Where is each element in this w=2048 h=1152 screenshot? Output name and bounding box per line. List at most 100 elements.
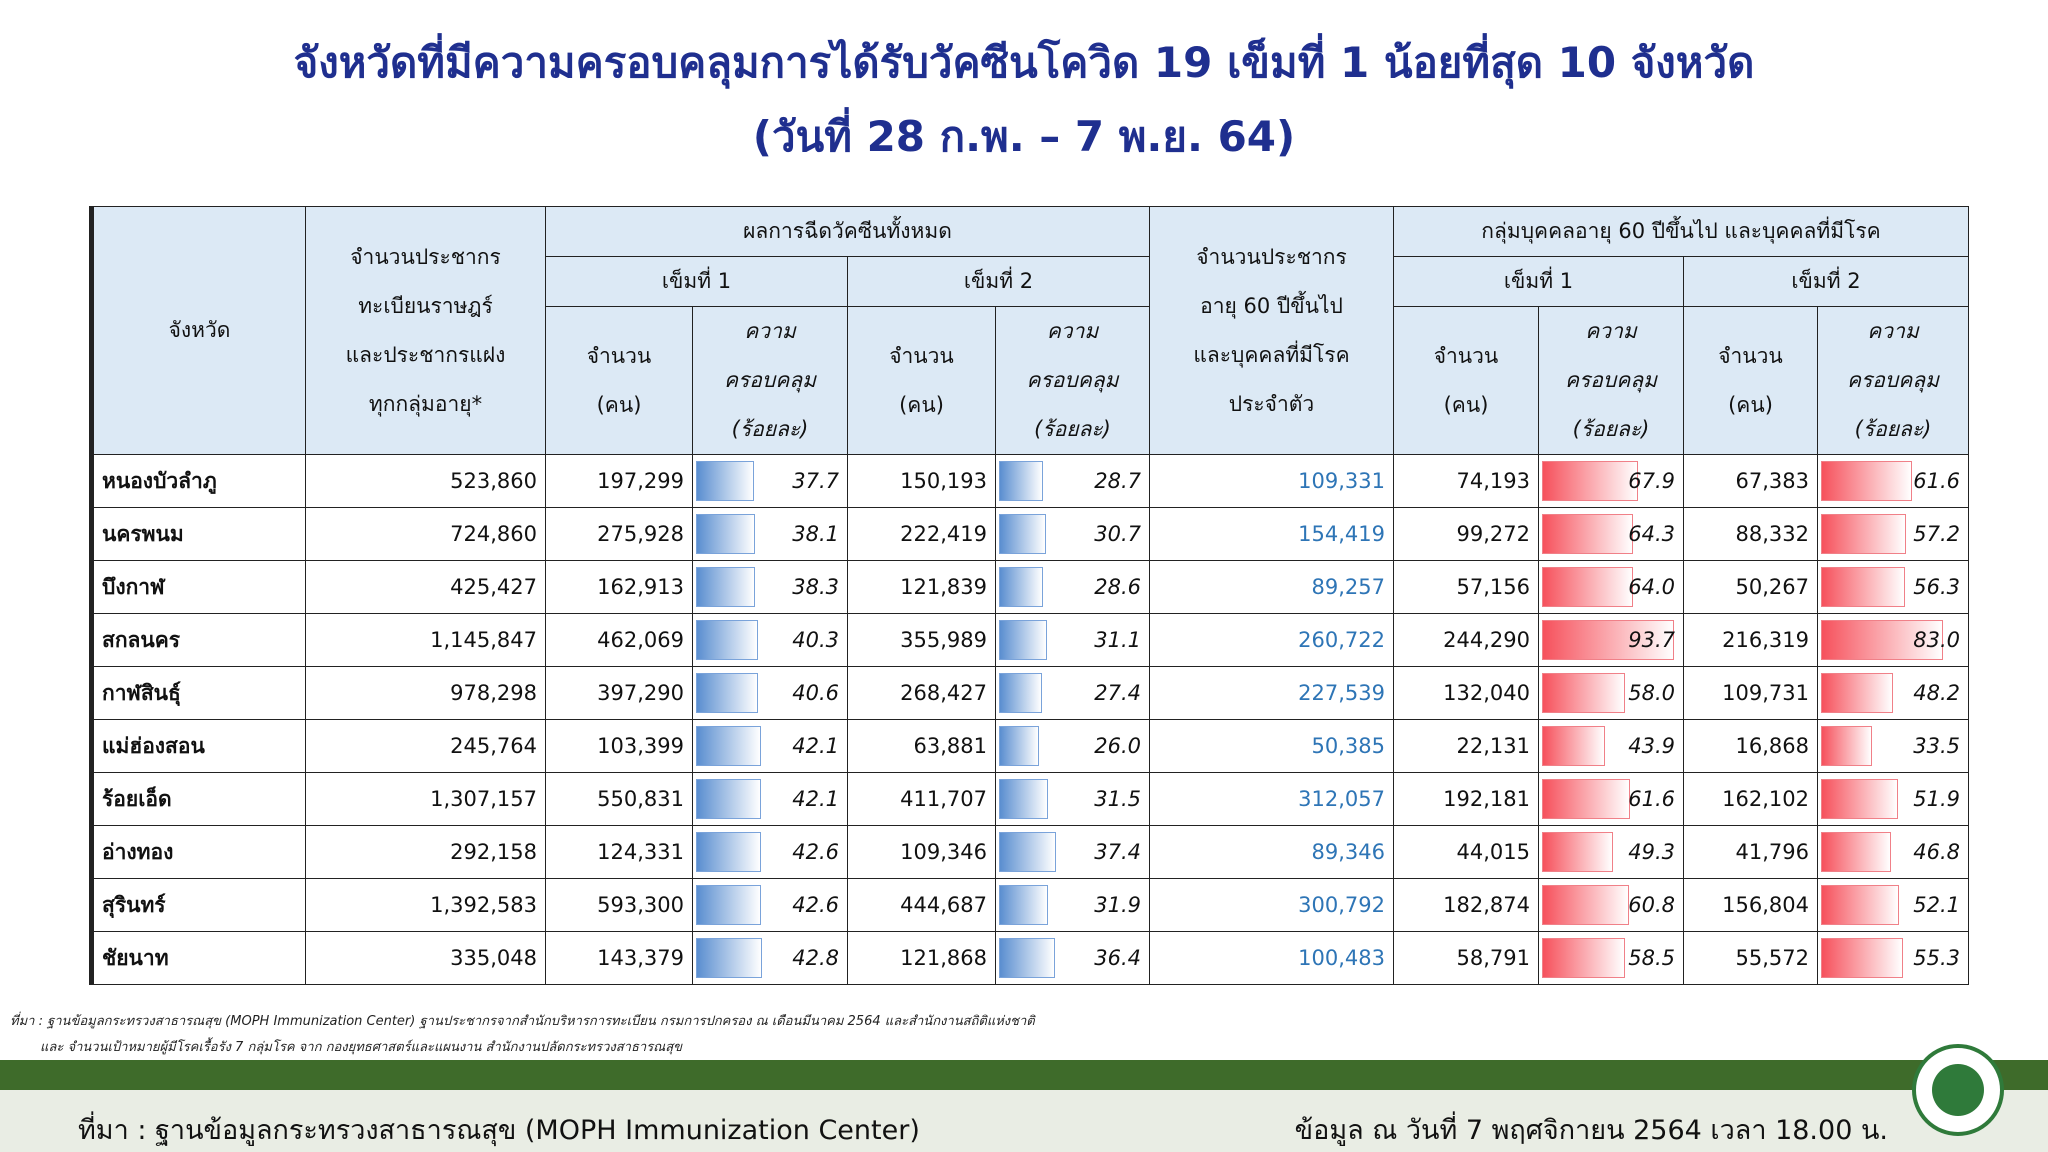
number-cell: 312,057 — [1149, 772, 1394, 826]
coverage-cell: 61.6 — [1817, 454, 1969, 508]
header-line: ทุกกลุ่มอายุ* — [368, 391, 483, 416]
number-cell: 197,299 — [545, 454, 693, 508]
number-cell: 55,572 — [1683, 931, 1818, 985]
header-line: จำนวนประชากร — [1196, 244, 1347, 269]
coverage-cell: 58.5 — [1538, 931, 1684, 985]
coverage-cell: 43.9 — [1538, 719, 1684, 773]
cell-value: 38.1 — [792, 522, 839, 546]
number-cell: 89,257 — [1149, 560, 1394, 614]
number-cell: 1,145,847 — [305, 613, 546, 667]
province-cell: กาฬสินธุ์ — [91, 666, 306, 720]
number-cell: 50,385 — [1149, 719, 1394, 773]
header-line: (ร้อยละ) — [1572, 417, 1650, 441]
number-cell: 550,831 — [545, 772, 693, 826]
header-line: ความ — [1585, 319, 1637, 343]
data-row: สุรินทร์ 1,392,583 593,300 42.6 444,687 31.9 3… — [91, 878, 1969, 932]
data-bar — [1542, 832, 1613, 872]
number-cell: 335,048 — [305, 931, 546, 985]
header-line: จำนวน — [1718, 343, 1783, 368]
header-line: (คน) — [596, 392, 642, 417]
data-bar — [1542, 514, 1634, 554]
data-bar — [999, 620, 1048, 660]
header-cell: ความ ครอบคลุม (ร้อยละ) — [692, 306, 848, 455]
header-line: จำนวน — [586, 343, 652, 368]
number-cell: 425,427 — [305, 560, 546, 614]
data-bar — [1542, 938, 1626, 978]
province-cell: ร้อยเอ็ด — [91, 772, 306, 826]
province-cell: อ่างทอง — [91, 825, 306, 879]
province-cell: ชัยนาท — [91, 931, 306, 985]
coverage-cell: 51.9 — [1817, 772, 1969, 826]
footnote: และ จำนวนเป้าหมายผู้มีโรคเรื้อรัง 7 กลุ่… — [40, 1040, 683, 1055]
coverage-cell: 64.3 — [1538, 507, 1684, 561]
coverage-cell: 38.3 — [692, 560, 848, 614]
number-cell: 192,181 — [1393, 772, 1539, 826]
number-cell: 162,102 — [1683, 772, 1818, 826]
coverage-cell: 42.1 — [692, 772, 848, 826]
cell-value: 56.3 — [1913, 575, 1960, 599]
number-cell: 182,874 — [1393, 878, 1539, 932]
data-bar — [1542, 461, 1639, 501]
cell-value: 31.1 — [1094, 628, 1141, 652]
number-cell: 523,860 — [305, 454, 546, 508]
cell-value: 27.4 — [1094, 681, 1141, 705]
cell-value: 33.5 — [1913, 734, 1960, 758]
cell-value: 46.8 — [1913, 840, 1960, 864]
coverage-cell: 31.1 — [995, 613, 1150, 667]
data-row: กาฬสินธุ์ 978,298 397,290 40.6 268,427 27.4 22… — [91, 666, 1969, 720]
cell-value: 43.9 — [1628, 734, 1675, 758]
data-bar — [696, 885, 762, 925]
number-cell: 216,319 — [1683, 613, 1818, 667]
number-cell: 1,307,157 — [305, 772, 546, 826]
coverage-cell: 28.6 — [995, 560, 1150, 614]
data-bar — [1821, 673, 1893, 713]
cell-value: 67.9 — [1628, 469, 1675, 493]
number-cell: 74,193 — [1393, 454, 1539, 508]
number-cell: 16,868 — [1683, 719, 1818, 773]
coverage-cell: 40.6 — [692, 666, 848, 720]
header-cell: จำนวนประชากร อายุ 60 ปีขึ้นไป และบุคคลที่ม… — [1149, 206, 1394, 455]
header-cell: เข็มที่ 1 — [1393, 256, 1684, 307]
header-line: จำนวนประชากร — [350, 244, 501, 269]
header-cell: กลุ่มบุคคลอายุ 60 ปีขึ้นไป และบุคคลที่มี… — [1393, 206, 1969, 257]
footer-band — [0, 1060, 2048, 1090]
logo-mark — [1932, 1064, 1984, 1116]
data-bar — [1821, 567, 1905, 607]
number-cell: 268,427 — [847, 666, 996, 720]
number-cell: 50,267 — [1683, 560, 1818, 614]
data-bar — [1821, 514, 1906, 554]
cell-value: 58.5 — [1628, 946, 1675, 970]
data-bar — [1542, 779, 1630, 819]
number-cell: 593,300 — [545, 878, 693, 932]
coverage-cell: 30.7 — [995, 507, 1150, 561]
number-cell: 444,687 — [847, 878, 996, 932]
header-line: ประจำตัว — [1228, 391, 1315, 416]
cell-value: 51.9 — [1913, 787, 1960, 811]
header-cell: ความ ครอบคลุม (ร้อยละ) — [1538, 306, 1684, 455]
header-cell: ผลการฉีดวัคซีนทั้งหมด — [545, 206, 1150, 257]
data-bar — [1821, 726, 1872, 766]
cell-value: 40.6 — [792, 681, 839, 705]
coverage-cell: 52.1 — [1817, 878, 1969, 932]
data-row: อ่างทอง 292,158 124,331 42.6 109,346 37.4 89,3… — [91, 825, 1969, 879]
data-bar — [696, 779, 761, 819]
number-cell: 244,290 — [1393, 613, 1539, 667]
header-line: และบุคคลที่มีโรค — [1193, 342, 1350, 367]
cell-value: 42.1 — [792, 734, 839, 758]
header-line: ครอบคลุม — [1846, 368, 1940, 392]
number-cell: 156,804 — [1683, 878, 1818, 932]
data-bar — [1821, 779, 1899, 819]
footer-band — [0, 1090, 2048, 1152]
cell-value: 55.3 — [1913, 946, 1960, 970]
cell-value: 61.6 — [1628, 787, 1675, 811]
province-cell: หนองบัวลำภู — [91, 454, 306, 508]
number-cell: 462,069 — [545, 613, 693, 667]
header-line: (คน) — [1443, 392, 1489, 417]
coverage-cell: 56.3 — [1817, 560, 1969, 614]
coverage-cell: 31.5 — [995, 772, 1150, 826]
data-row: บึงกาฬ 425,427 162,913 38.3 121,839 28.6 89,25… — [91, 560, 1969, 614]
number-cell: 411,707 — [847, 772, 996, 826]
number-cell: 300,792 — [1149, 878, 1394, 932]
data-bar — [999, 885, 1049, 925]
coverage-cell: 31.9 — [995, 878, 1150, 932]
